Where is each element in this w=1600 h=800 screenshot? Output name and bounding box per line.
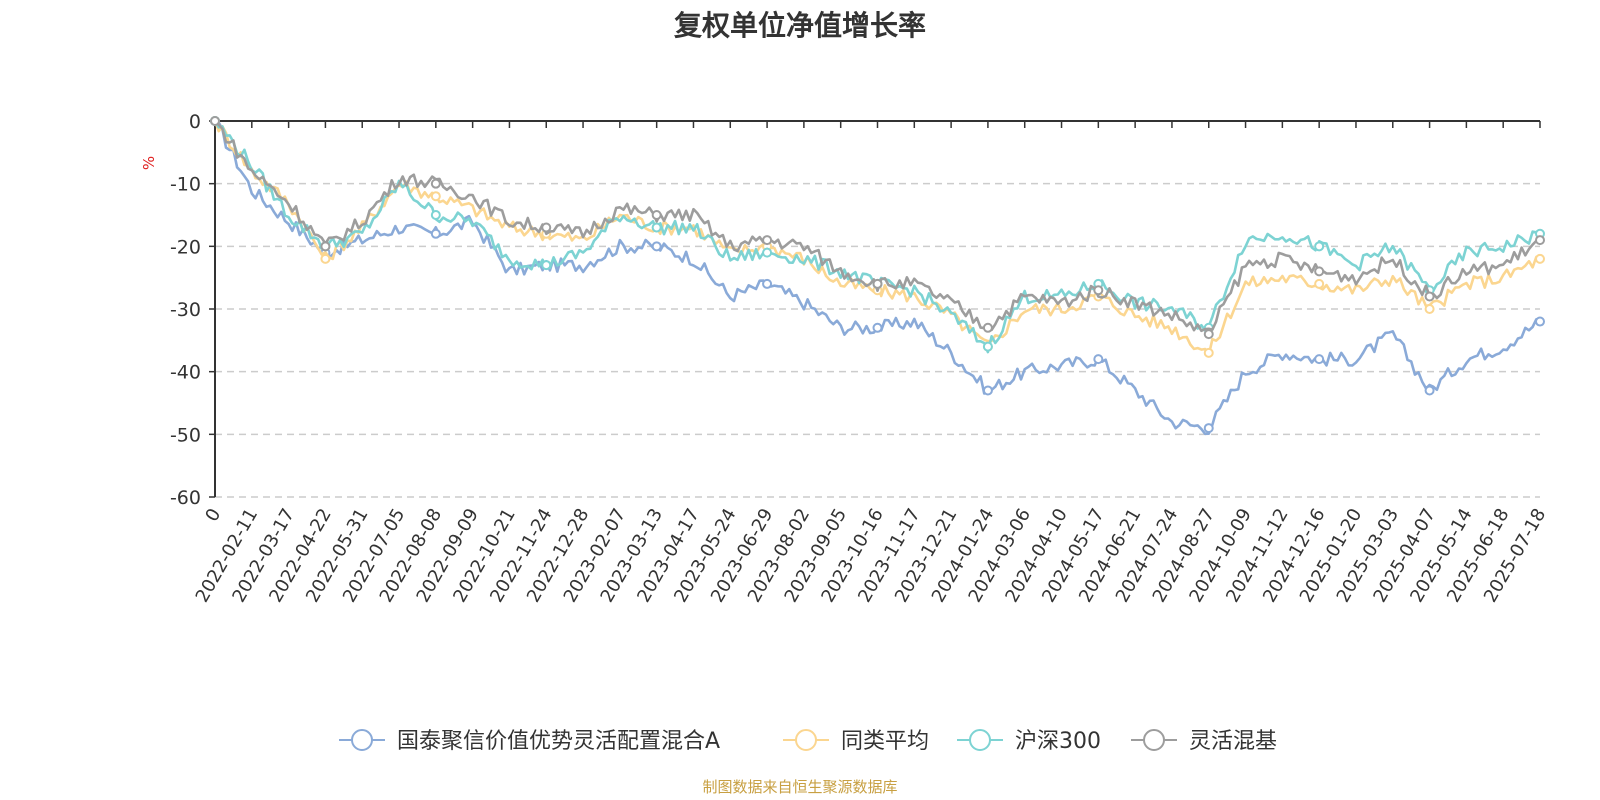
- series-line: [214, 120, 1541, 333]
- data-point: [1093, 285, 1104, 296]
- y-tick-label: -10: [170, 174, 201, 196]
- data-point: [210, 116, 220, 126]
- data-point: [320, 241, 331, 252]
- legend-label: 灵活混基: [1189, 729, 1277, 754]
- series-line: [213, 120, 1541, 354]
- data-point: [982, 341, 993, 352]
- chart-title: 复权单位净值增长率: [673, 9, 926, 42]
- legend-item-1[interactable]: 国泰聚信价值优势灵活配置混合A: [339, 729, 720, 754]
- data-point: [430, 178, 441, 189]
- y-tick-label: -40: [170, 362, 201, 384]
- data-point: [982, 322, 993, 333]
- legend-item-3[interactable]: 沪深300: [957, 729, 1101, 754]
- data-point: [872, 322, 883, 333]
- data-point: [1314, 241, 1325, 252]
- legend: 国泰聚信价值优势灵活配置混合A 同类平均 沪深300 灵活混基: [339, 729, 1277, 754]
- series-layer: [210, 116, 1545, 436]
- data-point: [1203, 423, 1214, 434]
- grid-lines: [215, 182, 1540, 498]
- data-point: [1424, 291, 1435, 302]
- data-point: [1314, 354, 1325, 365]
- data-point: [430, 228, 441, 239]
- series-3: [210, 116, 1545, 354]
- legend-label: 同类平均: [841, 729, 929, 754]
- data-point: [430, 191, 441, 202]
- y-tick-label: -50: [170, 424, 201, 446]
- data-point: [1314, 266, 1325, 277]
- legend-marker: [795, 729, 817, 751]
- y-tick-label: -20: [170, 236, 201, 258]
- data-point: [651, 241, 662, 252]
- y-tick-label: -30: [170, 299, 201, 321]
- data-point: [1535, 235, 1545, 246]
- legend-item-4[interactable]: 灵活混基: [1131, 729, 1277, 754]
- data-point: [651, 210, 662, 220]
- data-point: [1203, 347, 1214, 358]
- data-point: [541, 260, 552, 271]
- data-point: [872, 278, 883, 289]
- legend-marker: [1143, 729, 1165, 751]
- line-chart: 0-10-20-30-40-50-6002022-02-112022-03-17…: [140, 111, 1550, 754]
- data-point: [541, 222, 552, 233]
- data-point: [1424, 385, 1435, 396]
- legend-marker: [969, 729, 991, 751]
- series-line: [214, 119, 1541, 436]
- data-point: [1535, 316, 1545, 327]
- data-point: [1314, 278, 1325, 289]
- data-source-note: 制图数据来自恒生聚源数据库: [702, 778, 898, 796]
- data-point: [762, 235, 773, 246]
- series-4: [210, 116, 1545, 340]
- y-axis-label: %: [140, 156, 158, 170]
- data-point: [430, 210, 441, 220]
- legend-label: 沪深300: [1015, 729, 1101, 754]
- legend-marker: [351, 729, 373, 751]
- legend-label: 国泰聚信价值优势灵活配置混合A: [397, 729, 720, 754]
- data-point: [982, 385, 993, 396]
- series-line: [213, 120, 1541, 357]
- data-point: [1424, 304, 1435, 314]
- data-point: [1203, 329, 1214, 340]
- data-point: [1093, 354, 1104, 365]
- axes: 0-10-20-30-40-50-6002022-02-112022-03-17…: [170, 111, 1550, 606]
- y-tick-label: -60: [170, 487, 201, 509]
- legend-item-2[interactable]: 同类平均: [783, 729, 929, 754]
- series-1: [210, 116, 1545, 436]
- data-point: [1535, 253, 1545, 264]
- y-tick-label: 0: [189, 111, 201, 133]
- series-2: [210, 116, 1545, 358]
- x-tick-label: 0: [201, 505, 225, 525]
- data-point: [762, 247, 773, 258]
- data-point: [762, 278, 773, 289]
- data-point: [651, 222, 662, 233]
- data-point: [320, 253, 331, 264]
